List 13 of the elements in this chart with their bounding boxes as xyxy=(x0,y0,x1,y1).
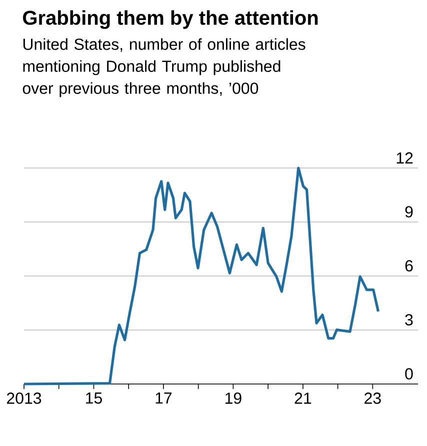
y-tick-label: 0 xyxy=(405,368,413,380)
x-tick-label: 21 xyxy=(294,392,312,404)
x-tick-label: 19 xyxy=(226,392,242,404)
y-tick-label: 9 xyxy=(405,206,413,218)
x-tick-label: 23 xyxy=(364,392,381,404)
y-tick-label: 12 xyxy=(396,152,413,164)
chart-title: Grabbing them by the attention xyxy=(23,10,318,29)
x-tick-label: 2013 xyxy=(7,392,42,404)
chart-subtitle: United States, number of online articles mentioning Donald Trump published over previous three months, ’000 xyxy=(22,38,306,98)
x-tick-label: 17 xyxy=(156,392,172,404)
y-tick-label: 3 xyxy=(405,314,413,326)
x-tick-label: 15 xyxy=(86,392,102,404)
y-tick-label: 6 xyxy=(405,260,413,272)
